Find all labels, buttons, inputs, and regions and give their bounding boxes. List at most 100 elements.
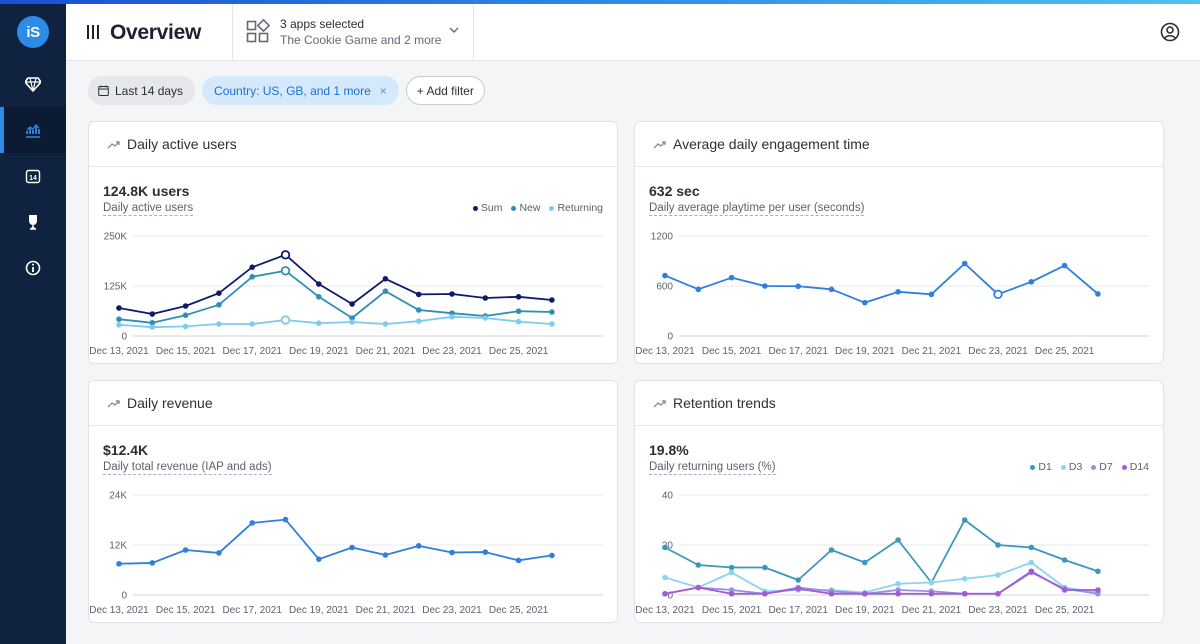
data-point[interactable] bbox=[828, 547, 835, 553]
sidebar-item-analytics[interactable] bbox=[0, 107, 66, 153]
data-point[interactable] bbox=[795, 577, 801, 583]
data-point-highlight[interactable] bbox=[280, 266, 291, 276]
data-point[interactable] bbox=[928, 590, 935, 597]
data-point[interactable] bbox=[249, 264, 255, 270]
data-point[interactable] bbox=[862, 559, 868, 566]
data-point[interactable] bbox=[1095, 587, 1101, 593]
data-point[interactable] bbox=[449, 314, 455, 320]
data-point[interactable] bbox=[1028, 279, 1035, 285]
data-point[interactable] bbox=[449, 291, 455, 297]
data-point[interactable] bbox=[695, 584, 702, 591]
app-logo[interactable]: iS bbox=[17, 16, 49, 48]
data-point[interactable] bbox=[449, 549, 455, 556]
data-point[interactable] bbox=[116, 316, 122, 322]
data-point[interactable] bbox=[182, 303, 189, 309]
data-point[interactable] bbox=[549, 552, 555, 559]
sidebar-item-award[interactable] bbox=[0, 199, 66, 245]
add-filter-button[interactable]: + Add filter bbox=[405, 76, 485, 105]
metric-label[interactable]: Daily returning users (%) bbox=[649, 461, 776, 475]
data-point[interactable] bbox=[961, 590, 968, 597]
data-point[interactable] bbox=[828, 590, 835, 597]
data-point[interactable] bbox=[216, 321, 222, 327]
data-point[interactable] bbox=[349, 319, 355, 325]
data-point[interactable] bbox=[382, 321, 389, 327]
data-point[interactable] bbox=[995, 542, 1001, 548]
data-point[interactable] bbox=[415, 318, 422, 324]
remove-filter-icon[interactable]: × bbox=[379, 83, 387, 98]
data-point[interactable] bbox=[728, 274, 735, 281]
data-point[interactable] bbox=[961, 517, 968, 523]
data-point[interactable] bbox=[795, 283, 801, 290]
data-point[interactable] bbox=[415, 291, 422, 298]
data-point[interactable] bbox=[216, 290, 222, 296]
data-point[interactable] bbox=[216, 302, 222, 308]
data-point[interactable] bbox=[728, 564, 735, 571]
data-point[interactable] bbox=[182, 312, 189, 318]
line-chart[interactable]: 0 600 1200 Dec 13, 2021 Dec 15, 2021 Dec 17, … bbox=[635, 222, 1163, 362]
data-point[interactable] bbox=[728, 590, 735, 597]
data-point[interactable] bbox=[116, 322, 122, 328]
data-point[interactable] bbox=[695, 562, 702, 568]
data-point[interactable] bbox=[116, 560, 122, 567]
data-point[interactable] bbox=[149, 324, 156, 330]
legend-item-d14[interactable]: D14 bbox=[1121, 461, 1149, 473]
data-point[interactable] bbox=[282, 516, 289, 523]
data-point[interactable] bbox=[862, 299, 868, 306]
line-chart[interactable]: 0 125K 250K Dec 13, 2021 Dec 15, 2021 Dec 17,… bbox=[89, 222, 617, 362]
data-point[interactable] bbox=[1028, 568, 1035, 575]
data-point[interactable] bbox=[116, 305, 122, 311]
data-point[interactable] bbox=[249, 321, 255, 327]
data-point[interactable] bbox=[415, 307, 422, 313]
data-point[interactable] bbox=[349, 544, 355, 551]
columns-menu-icon[interactable] bbox=[86, 24, 100, 40]
data-point[interactable] bbox=[1061, 262, 1068, 269]
legend-item-d1[interactable]: D1 bbox=[1030, 461, 1052, 473]
data-point[interactable] bbox=[316, 281, 322, 287]
date-range-filter[interactable]: Last 14 days bbox=[88, 76, 196, 105]
data-point[interactable] bbox=[149, 560, 156, 566]
sidebar-item-calendar[interactable]: 14 bbox=[0, 153, 66, 199]
data-point[interactable] bbox=[549, 321, 555, 327]
data-point[interactable] bbox=[961, 260, 968, 267]
data-point[interactable] bbox=[382, 288, 389, 294]
data-point[interactable] bbox=[415, 543, 422, 549]
data-point[interactable] bbox=[316, 294, 322, 300]
app-selector[interactable]: 3 apps selected The Cookie Game and 2 mo… bbox=[232, 4, 474, 61]
legend-item-d7[interactable]: D7 bbox=[1091, 461, 1113, 473]
data-point[interactable] bbox=[1095, 291, 1101, 297]
data-point[interactable] bbox=[961, 575, 968, 582]
data-point[interactable] bbox=[482, 295, 489, 301]
data-point[interactable] bbox=[895, 590, 901, 597]
data-point[interactable] bbox=[316, 556, 322, 562]
data-point[interactable] bbox=[828, 286, 835, 293]
country-filter[interactable]: Country: US, GB, and 1 more × bbox=[202, 76, 399, 105]
data-point[interactable] bbox=[249, 274, 255, 280]
metric-label[interactable]: Daily active users bbox=[103, 202, 194, 216]
sidebar-item-info[interactable] bbox=[0, 245, 66, 291]
data-point[interactable] bbox=[249, 520, 255, 526]
data-point-highlight[interactable] bbox=[280, 315, 291, 325]
data-point[interactable] bbox=[662, 590, 668, 597]
data-point[interactable] bbox=[1061, 557, 1068, 563]
data-point[interactable] bbox=[762, 590, 768, 597]
data-point[interactable] bbox=[928, 291, 935, 298]
data-point[interactable] bbox=[1028, 559, 1035, 566]
data-point[interactable] bbox=[349, 301, 355, 307]
legend-item-new[interactable]: New bbox=[511, 202, 540, 214]
data-point[interactable] bbox=[182, 323, 189, 330]
data-point[interactable] bbox=[662, 574, 668, 581]
data-point[interactable] bbox=[895, 537, 901, 543]
data-point[interactable] bbox=[862, 590, 868, 597]
data-point[interactable] bbox=[895, 289, 901, 295]
data-point[interactable] bbox=[662, 272, 668, 279]
data-point[interactable] bbox=[895, 580, 901, 587]
data-point[interactable] bbox=[728, 569, 735, 576]
sidebar-item-diamond[interactable] bbox=[0, 61, 66, 107]
legend-item-sum[interactable]: Sum bbox=[472, 202, 502, 214]
logo-area[interactable]: iS bbox=[0, 4, 66, 60]
data-point[interactable] bbox=[482, 315, 489, 321]
data-point[interactable] bbox=[549, 309, 555, 315]
data-point[interactable] bbox=[382, 552, 389, 558]
data-point[interactable] bbox=[1095, 568, 1101, 575]
data-point[interactable] bbox=[482, 549, 489, 555]
